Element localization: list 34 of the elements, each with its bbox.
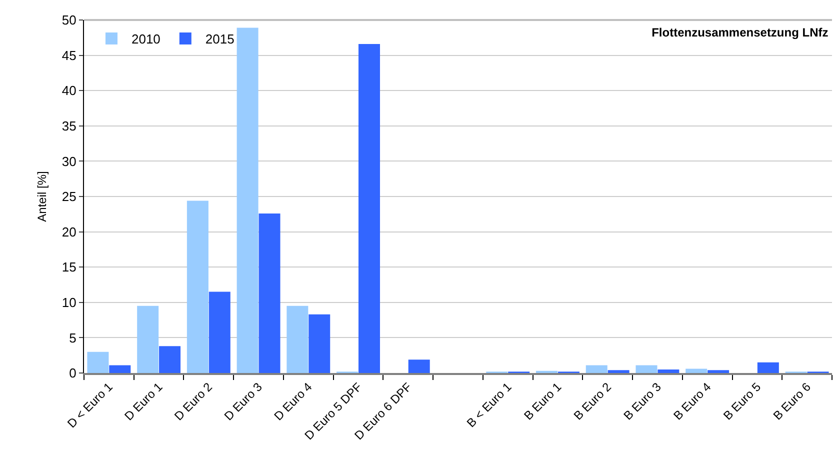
bar <box>636 365 658 373</box>
bar <box>236 28 258 373</box>
bar <box>137 306 159 373</box>
y-tick-label: 50 <box>62 12 76 28</box>
legend-label: 2015 <box>205 32 234 47</box>
bar <box>358 44 380 373</box>
legend-label: 2010 <box>131 32 160 47</box>
bar <box>708 370 730 373</box>
y-tick-label: 5 <box>69 330 76 346</box>
bar <box>258 213 280 373</box>
bar <box>186 200 208 373</box>
bar <box>757 362 779 373</box>
y-tick-label: 25 <box>62 189 76 204</box>
y-tick-label: 40 <box>62 83 76 98</box>
y-axis-title: Anteil [%] <box>35 171 50 222</box>
y-tick-label: 45 <box>62 48 76 63</box>
bar <box>586 365 608 373</box>
bar <box>159 346 181 373</box>
y-tick-label: 10 <box>62 294 76 310</box>
bar <box>308 314 330 373</box>
bar <box>658 369 680 373</box>
bar <box>608 370 630 373</box>
bar <box>208 292 230 373</box>
y-tick-label: 20 <box>62 224 76 240</box>
y-tick-label: 30 <box>62 154 76 169</box>
y-tick-label: 0 <box>69 366 76 381</box>
bar <box>87 352 109 373</box>
bar <box>408 360 430 373</box>
bar <box>109 365 131 373</box>
y-tick-label: 35 <box>62 118 76 134</box>
text: Flottenzusammensetzung LNfz <box>652 26 828 40</box>
y-tick-label: 15 <box>62 260 76 275</box>
bar <box>686 368 708 373</box>
bar <box>286 306 308 373</box>
